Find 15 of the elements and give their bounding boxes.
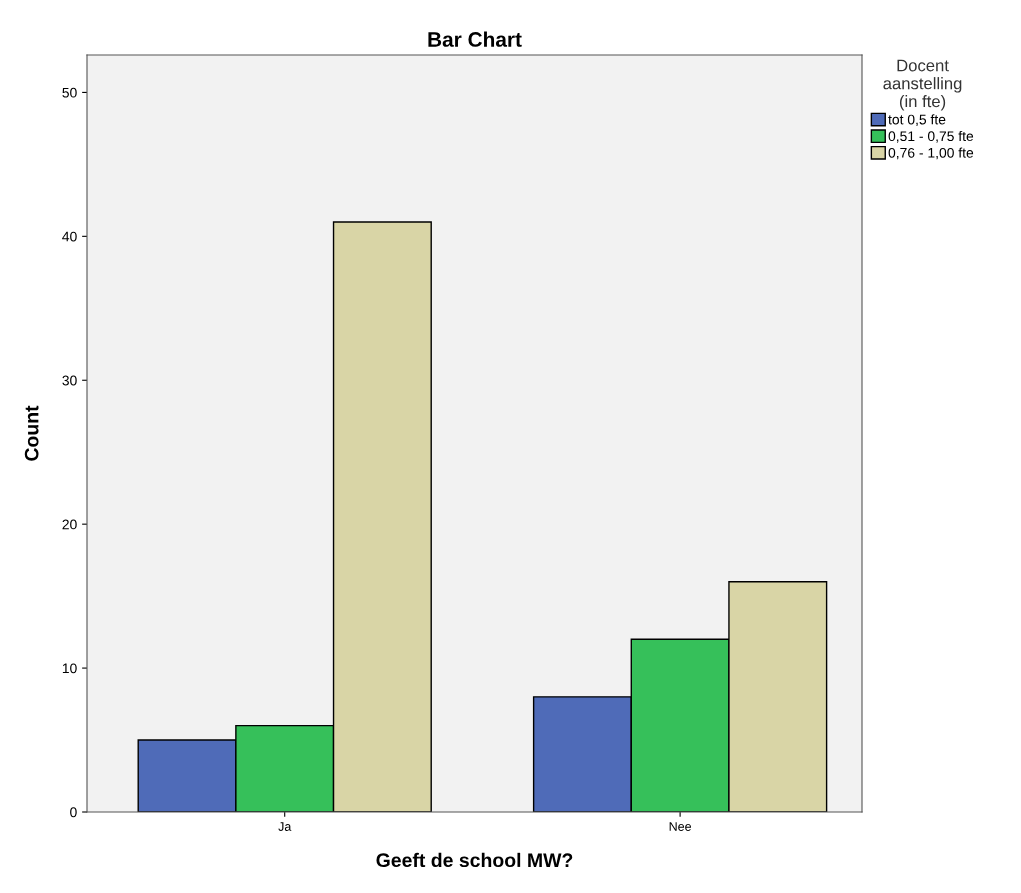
y-tick-label: 0 xyxy=(70,807,77,818)
y-tick-label: 20 xyxy=(62,519,77,530)
y-axis-title: Count xyxy=(24,405,39,461)
y-tick-label: 50 xyxy=(62,87,77,98)
x-axis-title: Geeft de school MW? xyxy=(376,852,573,868)
y-tick-label: 40 xyxy=(62,231,77,242)
y-tick-label: 30 xyxy=(62,375,77,386)
x-tick-label: Nee xyxy=(669,822,692,831)
y-tick-label: 10 xyxy=(62,663,77,674)
legend-label: 0,76 - 1,00 fte xyxy=(888,147,974,160)
chart-title: Bar Chart xyxy=(428,31,522,47)
legend-title: Docent aanstelling (in fte) xyxy=(883,59,962,111)
legend-label: tot 0,5 fte xyxy=(888,114,946,127)
legend-label: 0,51 - 0,75 fte xyxy=(888,130,974,143)
x-tick-label: Ja xyxy=(278,822,292,831)
